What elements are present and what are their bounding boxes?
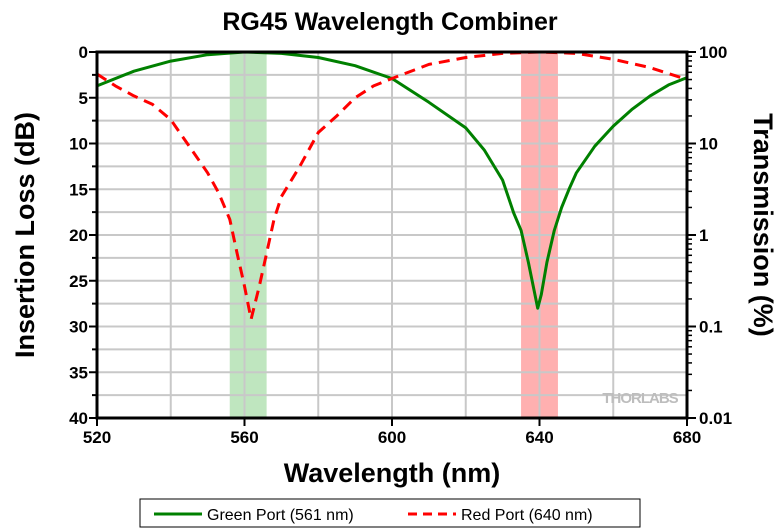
y2-axis-label: Transmission (%) bbox=[748, 113, 778, 337]
x-tick-label: 680 bbox=[673, 428, 701, 447]
x-tick-label: 560 bbox=[230, 428, 258, 447]
chart-title: RG45 Wavelength Combiner bbox=[222, 8, 558, 36]
y-tick-label: 30 bbox=[69, 318, 88, 337]
y-tick-label: 20 bbox=[69, 226, 88, 245]
y2-tick-label: 0.1 bbox=[699, 318, 723, 337]
x-tick-label: 640 bbox=[525, 428, 553, 447]
y-tick-label: 5 bbox=[79, 89, 88, 108]
y2-tick-label: 100 bbox=[699, 43, 727, 62]
y-tick-label: 35 bbox=[69, 363, 88, 382]
legend-green-label: Green Port (561 nm) bbox=[207, 507, 354, 524]
y-tick-label: 15 bbox=[69, 180, 88, 199]
y-tick-label: 25 bbox=[69, 272, 88, 291]
x-tick-label: 600 bbox=[378, 428, 406, 447]
thorlabs-watermark: THORLABS bbox=[602, 390, 678, 407]
y-tick-label: 40 bbox=[69, 409, 88, 428]
y-tick-label: 0 bbox=[79, 43, 88, 62]
y2-tick-label: 10 bbox=[699, 135, 718, 154]
legend-red-label: Red Port (640 nm) bbox=[461, 507, 593, 524]
x-axis-label: Wavelength (nm) bbox=[284, 458, 501, 488]
x-tick-label: 520 bbox=[83, 428, 111, 447]
y2-tick-label: 1 bbox=[699, 226, 708, 245]
legend: Green Port (561 nm) Red Port (640 nm) bbox=[139, 498, 641, 528]
red-port-line bbox=[96, 50, 688, 321]
y-tick-label: 10 bbox=[69, 135, 88, 154]
y2-tick-label: 0.01 bbox=[699, 409, 732, 428]
y-axis-label: Insertion Loss (dB) bbox=[10, 112, 40, 358]
